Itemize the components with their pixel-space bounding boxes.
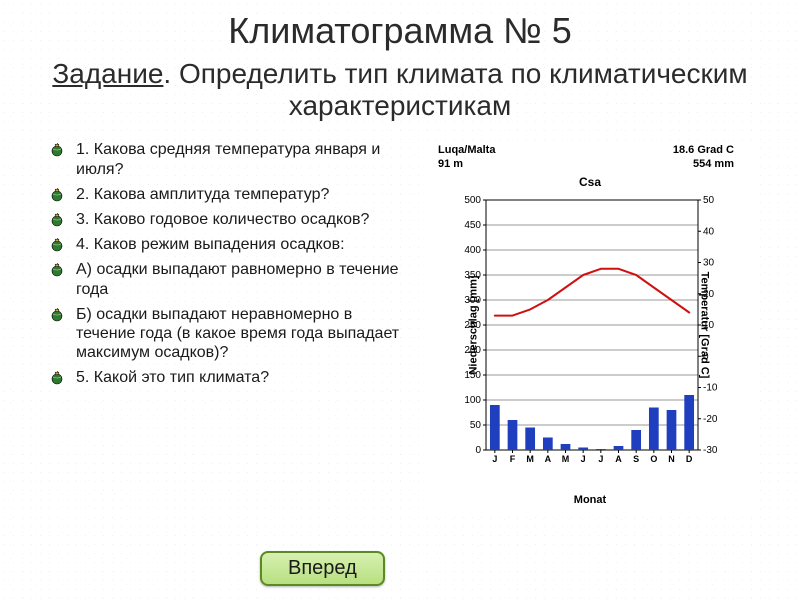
- question-text: 4. Каков режим выпадения осадков:: [76, 235, 345, 254]
- list-item: 1. Какова средняя температура января и и…: [48, 140, 400, 178]
- svg-text:200: 200: [464, 345, 481, 356]
- mean-temperature: 18.6 Grad C: [673, 144, 734, 157]
- bauble-icon: [48, 371, 68, 385]
- bauble-icon: [48, 188, 68, 202]
- svg-text:100: 100: [464, 395, 481, 406]
- svg-text:J: J: [492, 454, 497, 464]
- bauble-icon: [48, 143, 68, 157]
- svg-text:400: 400: [464, 245, 481, 256]
- svg-text:450: 450: [464, 220, 481, 231]
- station-name: Luqa/Malta: [438, 144, 495, 157]
- svg-text:O: O: [650, 454, 657, 464]
- chart-header: Luqa/Malta 91 m 18.6 Grad C 554 mm: [420, 140, 760, 170]
- list-item: А) осадки выпадают равномерно в течение …: [48, 260, 400, 298]
- bauble-icon: [48, 238, 68, 252]
- svg-text:50: 50: [470, 420, 482, 431]
- svg-text:M: M: [562, 454, 570, 464]
- svg-text:20: 20: [703, 289, 715, 300]
- svg-text:S: S: [633, 454, 639, 464]
- question-text: А) осадки выпадают равномерно в течение …: [76, 260, 400, 298]
- svg-text:D: D: [686, 454, 693, 464]
- chart-panel: Luqa/Malta 91 m 18.6 Grad C 554 mm Csa N…: [416, 140, 760, 510]
- svg-text:250: 250: [464, 320, 481, 331]
- svg-text:30: 30: [703, 258, 715, 269]
- list-item: 3. Каково годовое количество осадков?: [48, 210, 400, 229]
- question-text: 5. Какой это тип климата?: [76, 368, 269, 387]
- svg-text:A: A: [545, 454, 552, 464]
- svg-text:50: 50: [703, 196, 715, 206]
- list-item: 4. Каков режим выпадения осадков:: [48, 235, 400, 254]
- svg-text:300: 300: [464, 295, 481, 306]
- svg-text:-20: -20: [703, 414, 718, 425]
- svg-text:F: F: [510, 454, 516, 464]
- task-subtitle: Задание. Определить тип климата по клима…: [40, 58, 760, 122]
- x-axis-label: Monat: [420, 494, 760, 506]
- svg-text:40: 40: [703, 227, 715, 238]
- svg-text:350: 350: [464, 270, 481, 281]
- station-elevation: 91 m: [438, 158, 495, 171]
- svg-text:-30: -30: [703, 445, 718, 456]
- question-text: 1. Какова средняя температура января и и…: [76, 140, 400, 178]
- koppen-classification: Csa: [420, 175, 760, 189]
- svg-text:0: 0: [475, 445, 481, 456]
- question-text: 2. Какова амплитуда температур?: [76, 185, 329, 204]
- bauble-icon: [48, 213, 68, 227]
- list-item: Б) осадки выпадают неравномерно в течени…: [48, 305, 400, 363]
- svg-text:10: 10: [703, 320, 715, 331]
- climograph-svg: 0 50 100 150 200 250 300 350 400 450 500 -30 -20 -10 0…: [462, 196, 718, 470]
- svg-text:A: A: [615, 454, 622, 464]
- question-list: 1. Какова средняя температура января и и…: [40, 140, 400, 510]
- svg-text:J: J: [581, 454, 586, 464]
- forward-button[interactable]: Вперед: [260, 551, 385, 586]
- question-text: Б) осадки выпадают неравномерно в течени…: [76, 305, 400, 363]
- svg-text:500: 500: [464, 196, 481, 206]
- annual-precip: 554 mm: [673, 158, 734, 171]
- svg-text:-10: -10: [703, 383, 718, 394]
- svg-text:M: M: [526, 454, 534, 464]
- bauble-icon: [48, 263, 68, 277]
- svg-text:N: N: [668, 454, 675, 464]
- question-text: 3. Каково годовое количество осадков?: [76, 210, 369, 229]
- plot-area: 0 50 100 150 200 250 300 350 400 450 500 -30 -20 -10 0…: [462, 196, 718, 470]
- list-item: 2. Какова амплитуда температур?: [48, 185, 400, 204]
- bauble-icon: [48, 308, 68, 322]
- svg-text:0: 0: [703, 352, 709, 363]
- list-item: 5. Какой это тип климата?: [48, 368, 400, 387]
- climograph: Luqa/Malta 91 m 18.6 Grad C 554 mm Csa N…: [420, 140, 760, 510]
- svg-text:J: J: [598, 454, 603, 464]
- page-title: Климатограмма № 5: [40, 10, 760, 52]
- task-label: Задание: [52, 58, 163, 89]
- task-text: . Определить тип климата по климатически…: [163, 58, 747, 121]
- svg-text:150: 150: [464, 370, 481, 381]
